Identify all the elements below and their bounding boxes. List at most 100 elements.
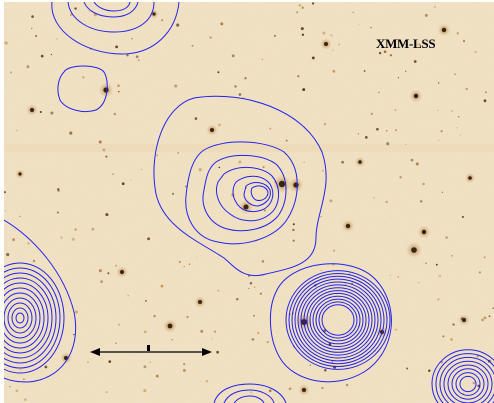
optical-speckle xyxy=(452,323,455,326)
optical-speckle xyxy=(191,44,194,47)
optical-speckle xyxy=(425,262,427,265)
optical-speckle xyxy=(218,166,221,169)
contour-group-bright-source xyxy=(269,263,392,383)
optical-speckle xyxy=(492,307,494,310)
optical-speckle xyxy=(183,363,186,366)
optical-speckle xyxy=(213,330,217,333)
optical-source xyxy=(293,182,299,188)
optical-speckle xyxy=(217,71,220,74)
optical-speckle xyxy=(69,131,73,135)
contour-ring xyxy=(297,281,379,359)
optical-speckle xyxy=(44,365,48,369)
optical-speckle xyxy=(288,387,292,391)
optical-speckle xyxy=(161,19,164,22)
optical-speckle xyxy=(9,386,11,388)
optical-speckle xyxy=(413,60,417,63)
optical-speckle xyxy=(261,58,264,61)
contour-small-loop xyxy=(57,65,108,113)
contour-ring xyxy=(303,287,373,353)
optical-speckle xyxy=(131,38,133,40)
optical-speckle xyxy=(300,27,304,31)
optical-speckle xyxy=(389,54,393,57)
optical-speckle xyxy=(341,160,344,164)
xray-contours xyxy=(4,2,494,403)
optical-speckle xyxy=(269,127,272,130)
optical-speckle xyxy=(73,333,75,336)
optical-speckle xyxy=(385,129,388,132)
optical-speckle xyxy=(399,176,402,179)
optical-source xyxy=(167,323,173,329)
optical-source xyxy=(30,108,34,112)
optical-speckle xyxy=(248,287,250,290)
optical-speckle xyxy=(440,130,443,133)
contour-group-bottom-right xyxy=(431,349,494,403)
contour-ring xyxy=(455,372,481,396)
optical-speckle xyxy=(217,289,220,292)
optical-speckle xyxy=(32,259,36,263)
optical-speckle xyxy=(460,317,464,321)
optical-speckle xyxy=(60,236,63,239)
optical-speckle xyxy=(6,253,10,257)
optical-speckle xyxy=(481,318,484,322)
optical-speckle xyxy=(268,389,272,393)
optical-speckle xyxy=(332,69,336,73)
optical-speckle xyxy=(264,209,266,212)
optical-speckle xyxy=(105,155,108,158)
optical-speckle xyxy=(238,160,242,164)
optical-speckle xyxy=(50,111,54,115)
optical-speckle xyxy=(445,236,448,239)
contour-group-left-edge xyxy=(4,219,77,383)
optical-speckle xyxy=(461,215,465,219)
optical-speckle xyxy=(236,297,239,301)
optical-speckle xyxy=(422,182,425,186)
optical-speckle xyxy=(476,355,479,358)
optical-speckle xyxy=(418,43,421,47)
contour-ring xyxy=(435,353,494,403)
optical-source xyxy=(103,87,109,93)
optical-speckle xyxy=(332,49,334,51)
contour-ring xyxy=(451,368,485,400)
optical-speckle xyxy=(428,369,431,372)
contour-ring xyxy=(309,292,367,348)
optical-source xyxy=(411,247,417,253)
optical-speckle xyxy=(459,134,461,136)
optical-speckle xyxy=(182,368,186,372)
optical-source xyxy=(345,223,351,229)
optical-source xyxy=(243,204,249,210)
optical-speckle xyxy=(249,281,253,285)
optical-speckle xyxy=(442,335,445,338)
optical-speckle xyxy=(24,398,27,401)
optical-speckle xyxy=(474,50,477,54)
optical-speckle xyxy=(50,53,53,56)
optical-source xyxy=(441,27,447,33)
optical-speckle xyxy=(416,42,419,46)
optical-speckle xyxy=(292,228,295,232)
optical-speckle xyxy=(390,215,392,217)
optical-source xyxy=(120,270,124,274)
optical-speckle xyxy=(117,84,120,88)
optical-speckle xyxy=(4,41,8,45)
optical-speckle xyxy=(74,7,77,10)
optical-speckle xyxy=(438,274,442,278)
optical-speckle xyxy=(209,36,212,39)
optical-speckle xyxy=(378,51,382,55)
contour-ring xyxy=(294,278,382,362)
optical-speckle xyxy=(27,242,30,245)
optical-speckle xyxy=(478,271,481,274)
optical-speckle xyxy=(257,331,260,335)
optical-speckle xyxy=(330,34,333,37)
optical-speckle xyxy=(12,238,15,241)
optical-speckle xyxy=(405,70,407,72)
optical-speckle xyxy=(147,237,151,241)
optical-speckle xyxy=(4,191,7,194)
optical-speckle xyxy=(376,127,379,131)
optical-speckle xyxy=(39,110,42,114)
optical-speckle xyxy=(115,342,117,344)
contour-ring xyxy=(4,262,65,374)
optical-speckle xyxy=(410,158,414,162)
optical-speckle xyxy=(126,54,129,57)
contour-ring xyxy=(288,273,388,367)
optical-speckle xyxy=(57,188,60,191)
optical-speckle xyxy=(15,129,18,132)
optical-speckle xyxy=(301,33,305,36)
